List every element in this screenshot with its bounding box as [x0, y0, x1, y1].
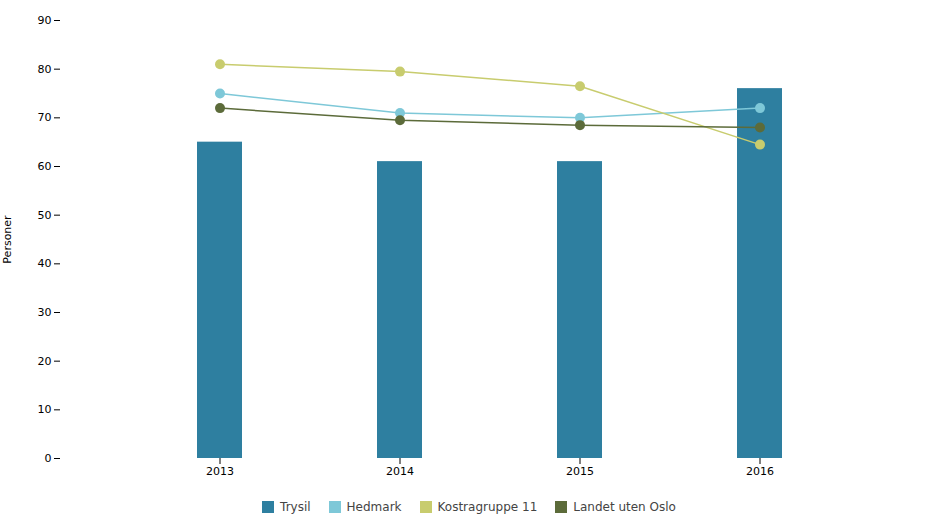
svg-text:20: 20	[38, 355, 52, 368]
svg-text:50: 50	[38, 209, 52, 222]
svg-text:70: 70	[38, 111, 52, 124]
html-text:Trysil: Trysil	[280, 500, 311, 514]
html-text:Landet uten Oslo: Landet uten Oslo	[573, 500, 676, 514]
svg-text:60: 60	[38, 160, 52, 173]
svg-text:2016: 2016	[746, 465, 774, 478]
svg-text:2014: 2014	[386, 465, 414, 478]
html-text:Kostragruppe 11: Kostragruppe 11	[437, 500, 538, 514]
html-text:Hedmark: Hedmark	[346, 500, 402, 514]
svg-text:10: 10	[38, 403, 52, 416]
svg-text:30: 30	[38, 306, 52, 319]
svg-text:2013: 2013	[206, 465, 234, 478]
svg-text:90: 90	[38, 14, 52, 27]
svg-text:Personer: Personer	[1, 215, 14, 264]
svg-text:40: 40	[38, 257, 52, 270]
svg-text:0: 0	[45, 452, 52, 465]
svg-text:2015: 2015	[566, 465, 594, 478]
svg-text:80: 80	[38, 63, 52, 76]
